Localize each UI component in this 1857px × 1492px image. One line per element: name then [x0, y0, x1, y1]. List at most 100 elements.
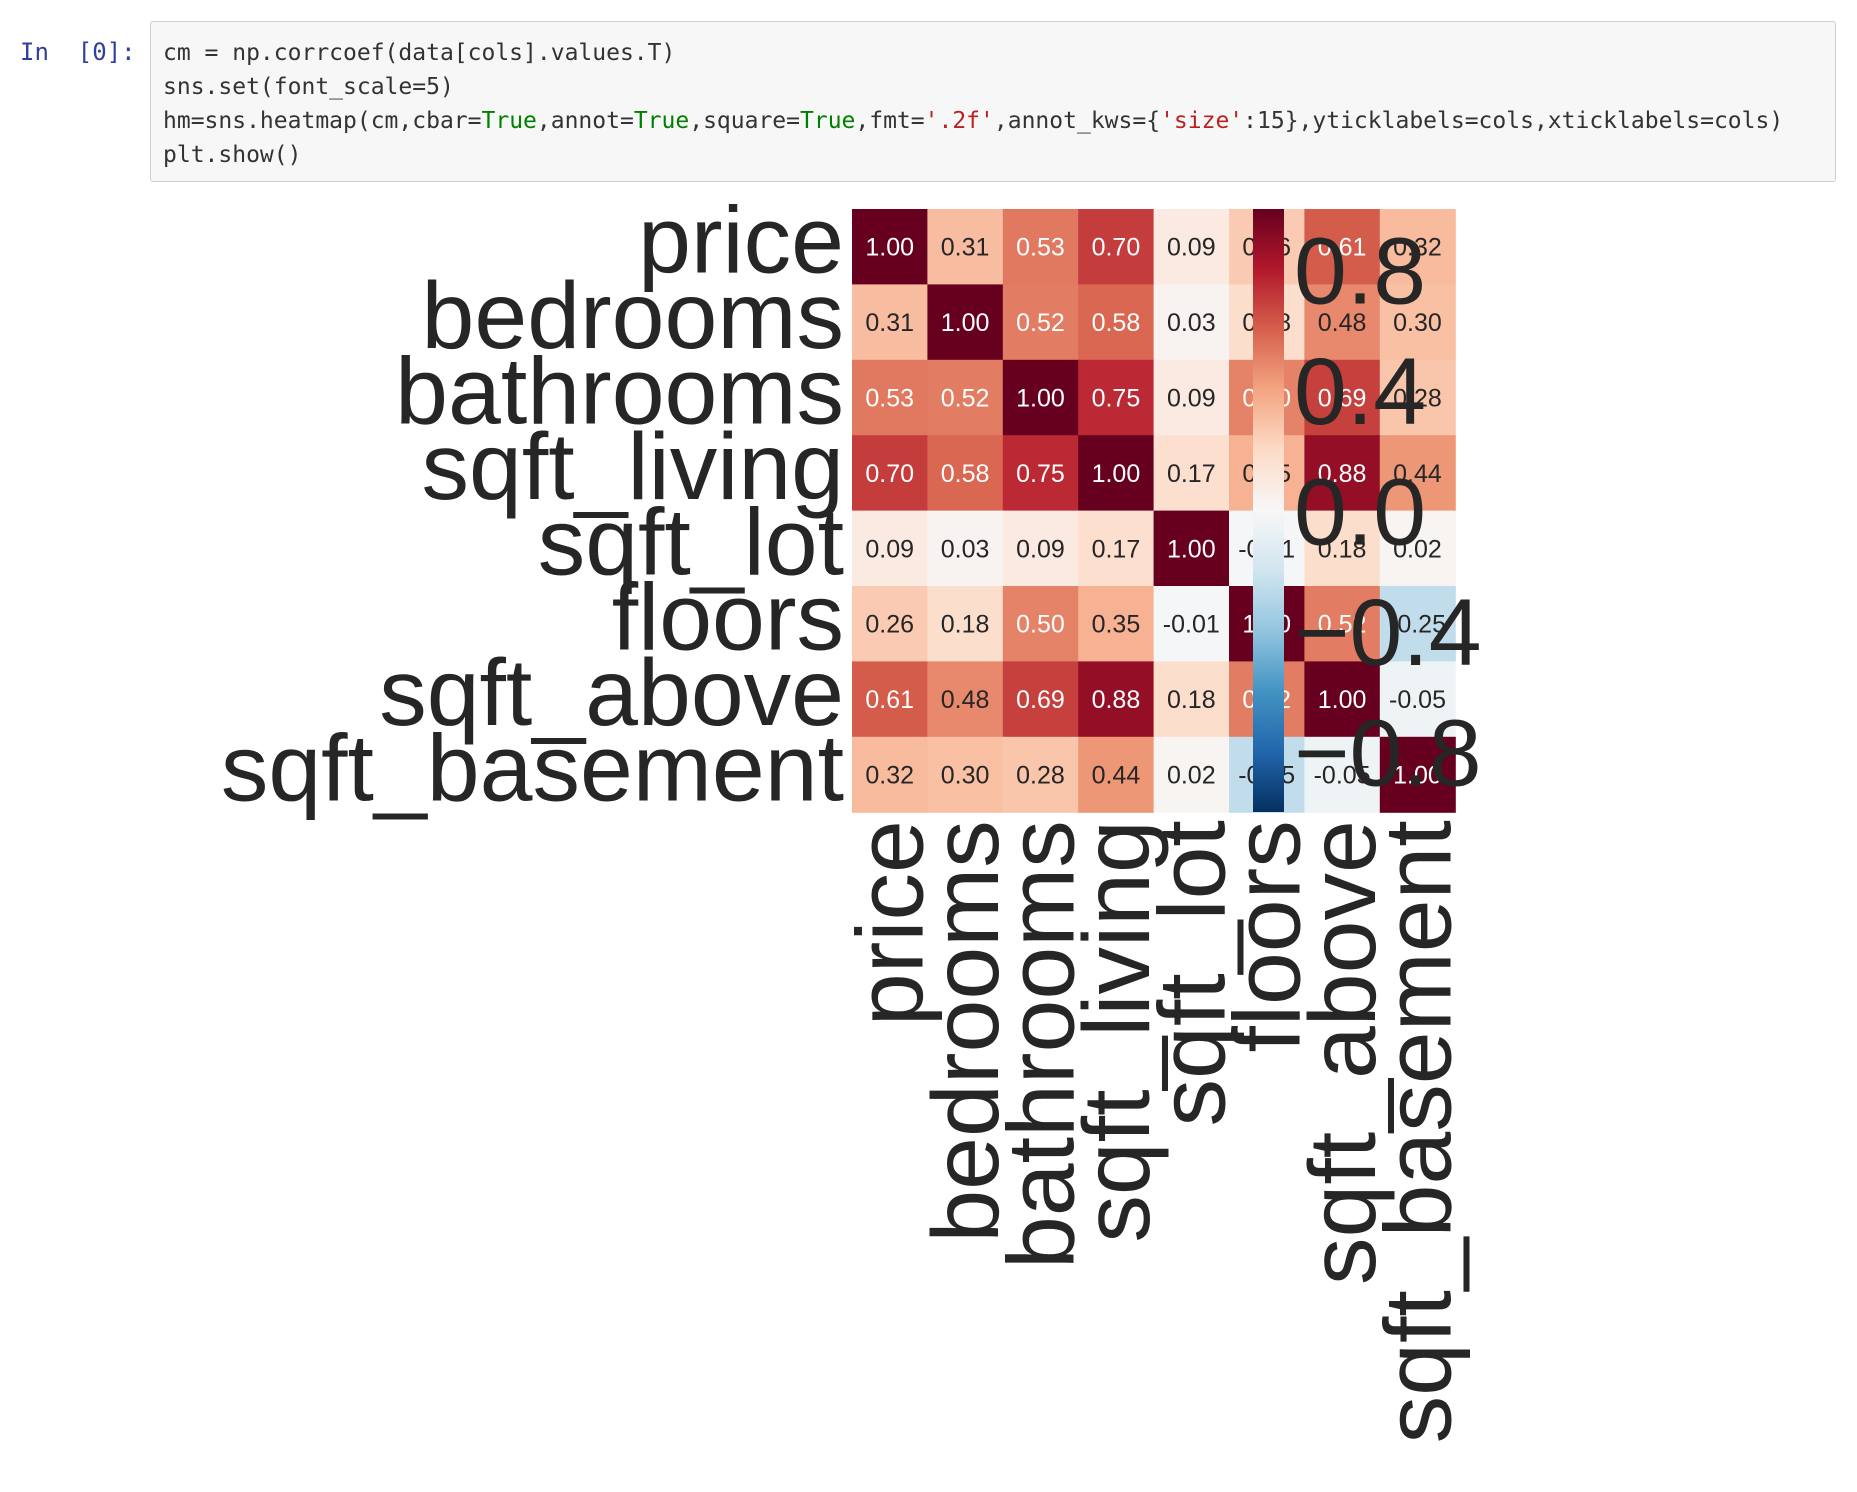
heatmap-cell-label: 0.32 — [865, 762, 914, 790]
heatmap-cell — [927, 736, 1004, 813]
heatmap-cell — [927, 284, 1004, 361]
heatmap-cell-label: 0.32 — [1393, 234, 1442, 262]
colorbar-tick-label: 0.8 — [1294, 218, 1426, 324]
heatmap-cell-label: 1.00 — [1092, 460, 1141, 488]
x-tick-label: floors — [1215, 820, 1321, 1052]
heatmap-cell — [1379, 661, 1456, 738]
code-text: ,square= — [689, 108, 800, 134]
heatmap-cell — [1304, 359, 1381, 436]
heatmap-cell-label: 0.88 — [1318, 460, 1367, 488]
heatmap-cell — [1078, 586, 1155, 662]
heatmap-cell — [852, 435, 928, 512]
x-tick-label: bedrooms — [913, 820, 1019, 1242]
code-string: 'size' — [1160, 108, 1244, 134]
heatmap-cell — [1078, 661, 1155, 738]
code-line: plt.show() — [163, 138, 1783, 172]
heatmap-cell — [927, 359, 1004, 436]
heatmap-cell — [1078, 209, 1155, 285]
code-keyword: True — [633, 108, 690, 134]
heatmap-cell — [1153, 736, 1230, 813]
heatmap-cell-label: 0.52 — [1016, 309, 1065, 337]
heatmap-cell-label: 0.28 — [1016, 762, 1065, 790]
code-editor[interactable]: cm = np.corrcoef(data[cols].values.T) sns… — [163, 36, 1783, 172]
heatmap-cell — [852, 359, 928, 436]
heatmap-cell — [852, 586, 928, 662]
heatmap-cell-label: 1.00 — [1167, 535, 1216, 563]
heatmap-cell-label: 0.03 — [941, 535, 990, 563]
y-tick-label: sqft_living — [422, 414, 844, 520]
heatmap-cell-label: -0.01 — [1163, 611, 1220, 639]
y-tick-label: sqft_basement — [221, 716, 844, 822]
heatmap-cell-label: 1.00 — [1393, 762, 1442, 790]
heatmap-cell — [1304, 284, 1381, 361]
heatmap-cell — [1002, 510, 1079, 587]
heatmap-cell-label: 0.09 — [1016, 535, 1065, 563]
y-tick-label: sqft_lot — [538, 489, 844, 595]
heatmap-cell — [1078, 359, 1155, 436]
code-text: :15},yticklabels=cols,xticklabels=cols) — [1243, 108, 1784, 134]
heatmap-cell-label: 0.69 — [1016, 686, 1065, 714]
heatmap-cell-label: 0.02 — [1393, 535, 1442, 563]
heatmap-cell-label: 0.30 — [941, 762, 990, 790]
x-tick-label: sqft_above — [1290, 820, 1396, 1285]
heatmap-cell — [1379, 435, 1456, 512]
heatmap-cell-label: 0.70 — [865, 460, 914, 488]
x-tick-label: sqft_living — [1064, 820, 1170, 1242]
heatmap-cell-label: 1.00 — [1318, 686, 1367, 714]
heatmap-cell — [1379, 586, 1456, 662]
code-line: hm=sns.heatmap(cm,cbar=True,annot=True,s… — [163, 104, 1783, 138]
heatmap-cell-label: 1.00 — [1016, 385, 1065, 413]
heatmap-cell — [1379, 736, 1456, 813]
heatmap-cell — [852, 661, 928, 738]
heatmap-cell — [1304, 435, 1381, 512]
heatmap-cell-label: 1.00 — [865, 234, 914, 262]
colorbar-tick-label: 0.4 — [1294, 339, 1426, 445]
heatmap-cell — [1078, 736, 1155, 813]
heatmap-cell-label: 1.00 — [941, 309, 990, 337]
heatmap-cell-label: 0.44 — [1092, 762, 1141, 790]
code-keyword: True — [800, 108, 856, 134]
heatmap-cell — [1078, 284, 1155, 361]
heatmap-cell — [1379, 510, 1456, 587]
heatmap-cell — [1304, 209, 1381, 285]
code-text: ,annot= — [536, 108, 634, 134]
heatmap-cell-label: 0.61 — [865, 686, 914, 714]
heatmap-cell-label: 0.30 — [1393, 309, 1442, 337]
heatmap-cell — [852, 209, 928, 285]
code-input-area[interactable]: cm = np.corrcoef(data[cols].values.T) sns… — [150, 21, 1836, 182]
heatmap-cell-label: 0.52 — [1318, 611, 1367, 639]
code-text: ,annot_kws={ — [993, 108, 1161, 134]
code-text: plt.show() — [163, 142, 302, 168]
heatmap-cell — [1002, 284, 1079, 361]
heatmap-cell-label: 0.28 — [1393, 385, 1442, 413]
code-keyword: True — [481, 108, 537, 134]
code-text: ,fmt= — [855, 108, 925, 134]
heatmap-cell — [1153, 586, 1230, 662]
heatmap-cell-label: -0.05 — [1314, 762, 1371, 790]
x-tick-label: sqft_lot — [1139, 820, 1245, 1126]
heatmap-cell-label: 0.75 — [1016, 460, 1065, 488]
y-tick-label: sqft_above — [379, 640, 844, 746]
heatmap-cell — [1153, 435, 1230, 512]
heatmap-cell-label: 0.03 — [1167, 309, 1216, 337]
heatmap-cell-label: 0.50 — [1016, 611, 1065, 639]
heatmap-cell-label: 0.58 — [941, 460, 990, 488]
heatmap-cell — [1002, 209, 1079, 285]
heatmap-cell — [1153, 209, 1230, 285]
code-text: hm=sns.heatmap(cm,cbar= — [163, 108, 482, 134]
heatmap-cell — [927, 586, 1004, 662]
heatmap-cell — [1078, 510, 1155, 587]
code-text: sns.set(font_scale=5) — [163, 74, 454, 100]
code-line: sns.set(font_scale=5) — [163, 70, 1783, 104]
y-tick-label: floors — [612, 565, 844, 671]
heatmap-cell-label: 0.31 — [941, 234, 990, 262]
heatmap-cell — [852, 736, 928, 813]
heatmap-cell — [1153, 661, 1230, 738]
heatmap-cell-label: 0.09 — [1167, 234, 1216, 262]
colorbar-tick-label: −0.4 — [1294, 580, 1482, 686]
heatmap-cell-label: 0.88 — [1092, 686, 1141, 714]
cell-output: 1.00 0.31 0.53 0.70 0.09 0.26 0.61 0.32 0.31 1.00… — [150, 188, 1850, 1487]
heatmap-cell — [1379, 284, 1456, 361]
y-tick-label: bathrooms — [395, 339, 844, 445]
heatmap-cell — [927, 209, 1004, 285]
